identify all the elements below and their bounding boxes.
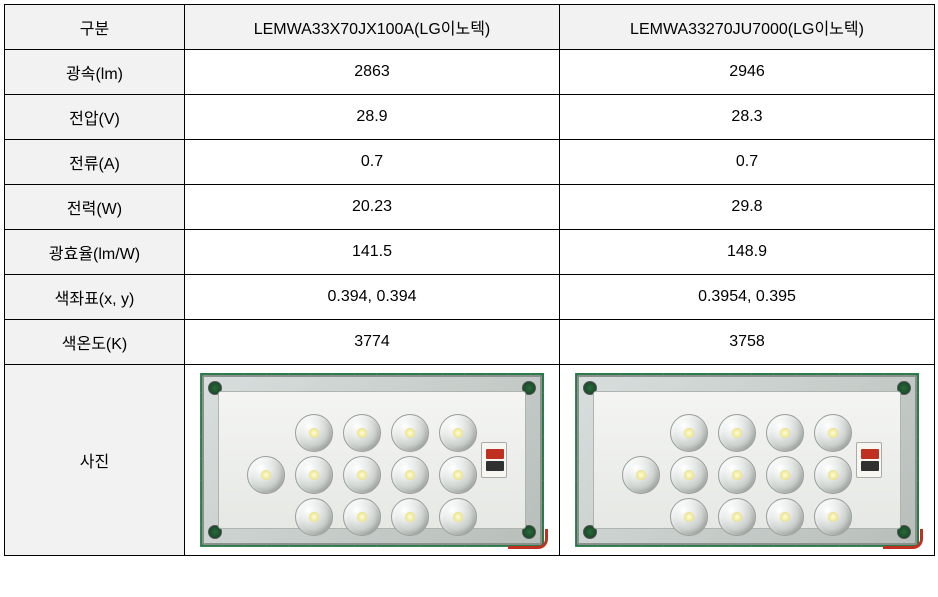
lens-array — [247, 414, 475, 506]
table-row: 전압(V) 28.9 28.3 — [5, 95, 935, 140]
cell-value: 0.3954, 0.395 — [560, 275, 935, 320]
pcb-board — [218, 391, 526, 529]
table-row: 색좌표(x, y) 0.394, 0.394 0.3954, 0.395 — [5, 275, 935, 320]
header-product1: LEMWA33X70JX100A(LG이노텍) — [185, 5, 560, 50]
table-row: 광효율(lm/W) 141.5 148.9 — [5, 230, 935, 275]
table-row: 전류(A) 0.7 0.7 — [5, 140, 935, 185]
header-label: 구분 — [5, 5, 185, 50]
pcb-board — [593, 391, 901, 529]
cell-value: 28.9 — [185, 95, 560, 140]
cell-value: 28.3 — [560, 95, 935, 140]
row-label: 전류(A) — [5, 140, 185, 185]
wire-icon — [883, 529, 923, 549]
row-label: 색좌표(x, y) — [5, 275, 185, 320]
photo-cell-2 — [560, 365, 935, 556]
row-label: 색온도(K) — [5, 320, 185, 365]
header-product2: LEMWA33270JU7000(LG이노텍) — [560, 5, 935, 50]
row-label: 광효율(lm/W) — [5, 230, 185, 275]
cell-value: 20.23 — [185, 185, 560, 230]
wire-icon — [508, 529, 548, 549]
table-row: 광속(lm) 2863 2946 — [5, 50, 935, 95]
cell-value: 3758 — [560, 320, 935, 365]
table-row: 색온도(K) 3774 3758 — [5, 320, 935, 365]
cell-value: 0.7 — [185, 140, 560, 185]
led-module-photo-1 — [200, 373, 544, 547]
cell-value: 2946 — [560, 50, 935, 95]
cell-value: 29.8 — [560, 185, 935, 230]
row-label: 광속(lm) — [5, 50, 185, 95]
cell-value: 0.7 — [560, 140, 935, 185]
cell-value: 0.394, 0.394 — [185, 275, 560, 320]
photo-row: 사진 — [5, 365, 935, 556]
row-label: 전압(V) — [5, 95, 185, 140]
cell-value: 2863 — [185, 50, 560, 95]
cell-value: 148.9 — [560, 230, 935, 275]
header-row: 구분 LEMWA33X70JX100A(LG이노텍) LEMWA33270JU7… — [5, 5, 935, 50]
lens-array — [622, 414, 850, 506]
led-module-photo-2 — [575, 373, 919, 547]
photo-cell-1 — [185, 365, 560, 556]
table-row: 전력(W) 20.23 29.8 — [5, 185, 935, 230]
photo-label: 사진 — [5, 365, 185, 556]
cell-value: 3774 — [185, 320, 560, 365]
power-connector-icon — [856, 442, 882, 478]
spec-table: 구분 LEMWA33X70JX100A(LG이노텍) LEMWA33270JU7… — [4, 4, 935, 556]
row-label: 전력(W) — [5, 185, 185, 230]
power-connector-icon — [481, 442, 507, 478]
cell-value: 141.5 — [185, 230, 560, 275]
